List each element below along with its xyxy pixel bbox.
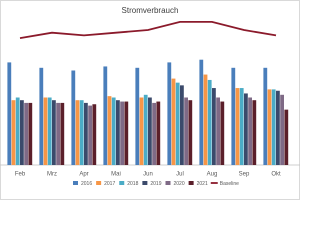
legend-swatch	[165, 181, 171, 185]
bar	[235, 88, 240, 165]
legend-swatch	[96, 181, 102, 185]
bar	[267, 89, 272, 165]
legend-label: 2017	[104, 181, 115, 187]
bar	[231, 67, 236, 165]
bar	[244, 93, 248, 165]
bar	[188, 100, 193, 165]
bar	[199, 59, 204, 166]
bar	[143, 94, 148, 165]
x-tick-label: Jul	[176, 172, 184, 178]
legend-label: 2016	[81, 181, 92, 187]
legend-swatch	[73, 181, 78, 185]
bar	[248, 97, 252, 165]
page: Stromverbrauch Feb Mrz Apr Mai Jun Jul Aug Sep O…	[0, 0, 300, 200]
bar	[203, 74, 208, 165]
legend-label: 2018	[127, 181, 138, 187]
bar	[103, 66, 108, 165]
legend-swatch	[188, 181, 194, 185]
bar	[24, 102, 28, 165]
bar	[39, 67, 44, 165]
bar	[7, 62, 12, 165]
bar	[171, 78, 176, 165]
legend-label: 2019	[150, 181, 161, 187]
bar	[271, 89, 276, 165]
bar	[148, 97, 152, 165]
bar	[84, 102, 88, 165]
bar	[212, 88, 216, 165]
bar	[239, 88, 244, 165]
line	[19, 21, 277, 39]
bar	[180, 85, 184, 165]
bar	[71, 70, 76, 165]
bar	[47, 97, 52, 165]
bar	[28, 102, 33, 165]
bar	[116, 100, 120, 165]
legend-label: 2021	[197, 181, 208, 187]
bar	[220, 101, 225, 165]
bar	[252, 100, 257, 165]
x-tick-label: Okt	[271, 172, 281, 178]
x-tick-label: Jun	[143, 172, 153, 178]
bar	[56, 102, 60, 165]
bar	[263, 67, 268, 165]
bar	[79, 100, 84, 165]
legend-label: Baseline	[220, 181, 239, 187]
bar	[276, 90, 280, 165]
chart-title: Stromverbrauch	[122, 6, 179, 15]
bar	[139, 97, 144, 165]
bar	[11, 100, 16, 165]
legend-swatch	[119, 181, 125, 185]
bar	[52, 100, 56, 165]
bar	[135, 67, 140, 165]
bar	[120, 101, 124, 165]
bar	[184, 97, 188, 165]
x-tick-label: Apr	[79, 172, 88, 178]
bar	[175, 82, 180, 165]
bar	[156, 101, 161, 165]
legend-label: 2020	[174, 181, 185, 187]
x-tick-label: Feb	[15, 172, 26, 178]
bar	[15, 97, 20, 165]
bar	[43, 97, 48, 165]
x-tick-label: Mrz	[47, 172, 57, 178]
bar	[280, 94, 284, 165]
bar	[111, 97, 116, 165]
bar	[207, 79, 212, 165]
bar	[88, 105, 92, 165]
bar	[107, 96, 112, 165]
bar	[20, 100, 24, 165]
bar	[124, 101, 129, 165]
bar	[75, 100, 80, 165]
bar	[216, 97, 220, 165]
x-tick-label: Sep	[239, 172, 250, 178]
x-tick-label: Aug	[207, 172, 218, 178]
bar	[60, 102, 65, 165]
bar	[167, 62, 172, 165]
x-tick-label: Mai	[111, 172, 121, 178]
legend-swatch	[142, 181, 148, 185]
chart: Stromverbrauch Feb Mrz Apr Mai Jun Jul Aug Sep O…	[0, 0, 300, 200]
bar	[284, 109, 289, 165]
bar	[152, 102, 156, 165]
bar	[92, 104, 97, 165]
